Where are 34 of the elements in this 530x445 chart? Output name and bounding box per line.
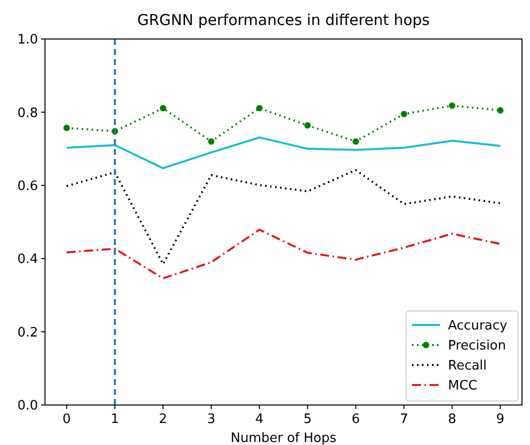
x-tick-label: 4: [255, 412, 264, 427]
x-tick-label: 7: [400, 412, 408, 427]
x-tick-label: 3: [207, 412, 216, 427]
x-axis-title: Number of Hops: [230, 431, 337, 445]
y-tick-label: 1.0: [17, 32, 38, 48]
point: [352, 138, 359, 145]
legend-label: Recall: [448, 358, 487, 374]
legend-label: Precision: [448, 338, 506, 354]
x-tick-label: 1: [110, 412, 120, 427]
x-tick-label: 2: [158, 412, 168, 427]
x-tick-label: 5: [303, 412, 312, 427]
legend-label: Accuracy: [448, 318, 508, 334]
y-tick-label: 0.6: [17, 178, 38, 194]
point: [63, 124, 70, 132]
x-tick-label: 8: [448, 412, 456, 427]
x-tick-label: 6: [352, 412, 360, 427]
y-tick-label: 0.0: [17, 398, 38, 414]
x-tick-label: 9: [496, 412, 504, 427]
legend-label: MCC: [448, 378, 478, 394]
y-tick-label: 0.8: [17, 106, 38, 121]
line-series: [66, 136, 502, 170]
y-tick-label: 0.4: [17, 252, 38, 268]
point: [400, 110, 408, 118]
y-tick-label: 0.2: [17, 325, 38, 340]
point: [256, 104, 263, 112]
point: [160, 104, 166, 112]
point: [448, 102, 456, 109]
point: [497, 107, 504, 114]
line-series: [66, 228, 502, 280]
point: [304, 122, 311, 129]
point: [208, 138, 214, 145]
chart-title: GRGNN performances in different hops: [137, 11, 430, 29]
line-series: [66, 169, 502, 266]
x-tick-label: 0: [62, 412, 71, 427]
